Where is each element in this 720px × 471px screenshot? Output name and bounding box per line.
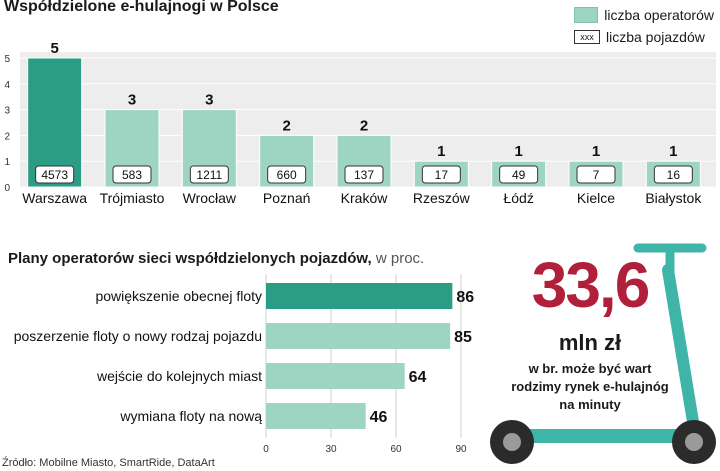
chart2-title-main: Plany operatorów sieci współdzielonych p… — [8, 250, 372, 267]
vehicle-count-box — [421, 165, 461, 184]
vehicle-count-box — [35, 165, 75, 184]
bar-value-label: 3 — [128, 92, 136, 109]
x-category-label: Kielce — [577, 190, 615, 206]
legend-item-operators: liczba operatorów — [574, 4, 714, 26]
bar-value-label: 46 — [370, 409, 388, 426]
vehicle-count-label: 17 — [435, 168, 449, 182]
bar-value-label: 2 — [282, 117, 290, 134]
bar-value-label: 86 — [456, 289, 474, 306]
highlight-unit: mln zł — [558, 330, 622, 355]
y-tick-label: 2 — [4, 131, 10, 142]
vehicle-count-label: 660 — [277, 168, 297, 182]
bar-operators — [27, 57, 83, 188]
vehicle-count-label: 49 — [512, 168, 526, 182]
bar-value-label: 1 — [437, 143, 445, 160]
x-category-label: Kraków — [341, 190, 389, 206]
legend-label-vehicles: liczba pojazdów — [606, 29, 705, 45]
vehicle-count-label: 583 — [122, 168, 142, 182]
vehicle-count-box — [499, 165, 539, 184]
vehicle-count-label: 16 — [667, 168, 681, 182]
scooter-icon — [490, 243, 716, 464]
y-tick-label: 1 — [4, 157, 10, 168]
category-label: powiększenie obecnej floty — [95, 288, 262, 304]
category-label: wejście do kolejnych miast — [96, 368, 262, 384]
vehicle-count-box — [344, 165, 384, 184]
bar-value-label: 1 — [669, 143, 677, 160]
vehicle-count-label: 137 — [354, 168, 374, 182]
bar — [266, 403, 366, 429]
chart1-svg: 01234554573Warszawa3583Trójmiasto31211Wr… — [4, 40, 716, 206]
bar-value-label: 1 — [514, 143, 522, 160]
x-category-label: Białystok — [645, 190, 702, 206]
legend-swatch-fill — [574, 7, 599, 23]
x-category-label: Rzeszów — [413, 190, 471, 206]
bar — [266, 283, 453, 309]
bar-value-label: 5 — [50, 40, 58, 57]
source-note: Źródło: Mobilne Miasto, SmartRide, DataA… — [2, 457, 215, 469]
legend: liczba operatorów xxx liczba pojazdów — [574, 4, 714, 48]
bar-value-label: 1 — [592, 143, 600, 160]
vehicle-count-box — [267, 165, 307, 184]
x-category-label: Warszawa — [22, 190, 87, 206]
x-category-label: Wrocław — [183, 190, 237, 206]
category-label: poszerzenie floty o nowy rodzaj pojazdu — [14, 328, 262, 344]
y-tick-label: 0 — [4, 183, 10, 194]
vehicle-count-box — [112, 165, 152, 184]
x-tick-label: 60 — [390, 444, 402, 455]
x-tick-label: 90 — [455, 444, 467, 455]
bar-value-label: 85 — [454, 329, 472, 346]
chart1-title: Współdzielone e-hulajnogi w Polsce — [4, 0, 279, 15]
vehicle-count-box — [189, 165, 229, 184]
vehicle-count-label: 1211 — [196, 168, 222, 182]
legend-item-vehicles: xxx liczba pojazdów — [574, 26, 714, 48]
x-category-label: Łódź — [503, 190, 533, 206]
legend-label-operators: liczba operatorów — [604, 7, 714, 23]
highlight-value: 33,6 — [531, 249, 651, 321]
x-category-label: Poznań — [263, 190, 310, 206]
legend-swatch-box: xxx — [574, 30, 600, 44]
highlight-description: w br. może być wart rodzimy rynek e-hula… — [511, 361, 669, 412]
bar-value-label: 64 — [409, 369, 427, 386]
x-tick-label: 0 — [263, 444, 269, 455]
vehicle-count-box — [576, 165, 616, 184]
bar-value-label: 3 — [205, 92, 213, 109]
chart2-unit: w proc. — [375, 250, 425, 267]
vehicle-count-label: 4573 — [41, 168, 68, 182]
bar-value-label: 2 — [360, 117, 368, 134]
y-tick-label: 3 — [4, 106, 10, 117]
x-category-label: Trójmiasto — [100, 190, 165, 206]
y-tick-label: 4 — [4, 80, 10, 91]
chart2-svg: 0 30 60 90 powiększenie obecnej floty 86 posze… — [14, 274, 474, 455]
y-tick-label: 5 — [4, 54, 10, 65]
chart2-title: Plany operatorów sieci współdzielonych p… — [8, 250, 424, 267]
bar — [266, 363, 405, 389]
vehicle-count-box — [653, 165, 693, 184]
vehicle-count-label: 7 — [593, 168, 600, 182]
x-tick-label: 30 — [325, 444, 337, 455]
bar — [266, 323, 451, 349]
category-label: wymiana floty na nową — [119, 408, 262, 424]
